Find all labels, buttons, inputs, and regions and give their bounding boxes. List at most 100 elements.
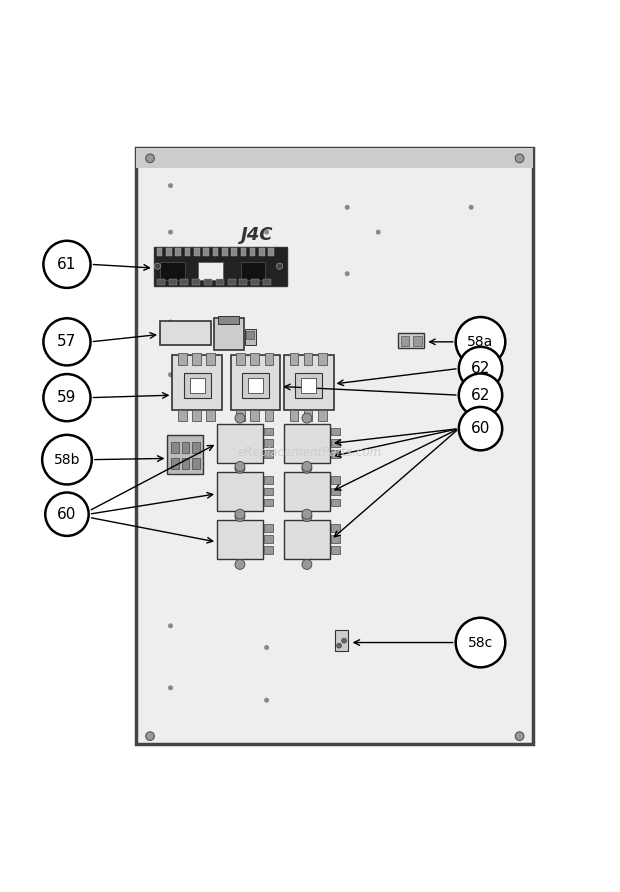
FancyBboxPatch shape bbox=[171, 442, 179, 453]
Circle shape bbox=[345, 271, 350, 277]
Text: 59: 59 bbox=[57, 390, 77, 405]
FancyBboxPatch shape bbox=[331, 488, 340, 495]
Text: 58c: 58c bbox=[468, 635, 493, 649]
Circle shape bbox=[42, 434, 92, 484]
FancyBboxPatch shape bbox=[331, 547, 340, 554]
FancyBboxPatch shape bbox=[228, 279, 236, 285]
Circle shape bbox=[168, 270, 173, 275]
FancyBboxPatch shape bbox=[180, 279, 188, 285]
FancyBboxPatch shape bbox=[318, 410, 327, 421]
Circle shape bbox=[456, 618, 505, 667]
Circle shape bbox=[43, 318, 91, 366]
FancyBboxPatch shape bbox=[264, 450, 273, 458]
FancyBboxPatch shape bbox=[157, 279, 165, 285]
FancyBboxPatch shape bbox=[236, 353, 245, 366]
Circle shape bbox=[302, 559, 312, 569]
FancyBboxPatch shape bbox=[304, 410, 312, 421]
Text: 60: 60 bbox=[471, 421, 490, 436]
FancyBboxPatch shape bbox=[331, 476, 340, 483]
Circle shape bbox=[345, 205, 350, 210]
Circle shape bbox=[264, 229, 269, 235]
FancyBboxPatch shape bbox=[250, 410, 259, 421]
FancyBboxPatch shape bbox=[264, 547, 273, 554]
Circle shape bbox=[302, 512, 312, 522]
FancyBboxPatch shape bbox=[203, 248, 209, 256]
Text: 58b: 58b bbox=[54, 452, 80, 467]
FancyBboxPatch shape bbox=[331, 428, 340, 435]
FancyBboxPatch shape bbox=[284, 472, 330, 511]
FancyBboxPatch shape bbox=[178, 353, 187, 366]
FancyBboxPatch shape bbox=[331, 499, 340, 506]
Circle shape bbox=[459, 374, 502, 417]
FancyBboxPatch shape bbox=[251, 279, 259, 285]
FancyBboxPatch shape bbox=[204, 279, 212, 285]
FancyBboxPatch shape bbox=[241, 248, 246, 256]
Text: J4C: J4C bbox=[241, 227, 273, 244]
FancyBboxPatch shape bbox=[184, 373, 211, 398]
FancyBboxPatch shape bbox=[178, 410, 187, 421]
Circle shape bbox=[459, 407, 502, 450]
FancyBboxPatch shape bbox=[265, 353, 273, 366]
Circle shape bbox=[168, 183, 173, 188]
Circle shape bbox=[168, 229, 173, 235]
Circle shape bbox=[235, 559, 245, 569]
Circle shape bbox=[264, 698, 269, 703]
Circle shape bbox=[469, 329, 474, 334]
FancyBboxPatch shape bbox=[401, 336, 409, 345]
FancyBboxPatch shape bbox=[231, 356, 280, 410]
Circle shape bbox=[168, 624, 173, 628]
Circle shape bbox=[302, 461, 312, 471]
FancyBboxPatch shape bbox=[331, 535, 340, 542]
FancyBboxPatch shape bbox=[192, 442, 200, 453]
FancyBboxPatch shape bbox=[264, 524, 273, 532]
Text: 62: 62 bbox=[471, 361, 490, 376]
FancyBboxPatch shape bbox=[192, 353, 201, 366]
Circle shape bbox=[337, 643, 342, 648]
Circle shape bbox=[342, 638, 347, 643]
FancyBboxPatch shape bbox=[166, 248, 172, 256]
FancyBboxPatch shape bbox=[290, 353, 298, 366]
Circle shape bbox=[302, 509, 312, 519]
FancyBboxPatch shape bbox=[167, 435, 203, 474]
FancyBboxPatch shape bbox=[206, 410, 215, 421]
FancyBboxPatch shape bbox=[398, 333, 424, 348]
Circle shape bbox=[146, 731, 154, 740]
Circle shape bbox=[235, 509, 245, 519]
Circle shape bbox=[469, 384, 474, 390]
Text: 62: 62 bbox=[471, 388, 490, 402]
FancyBboxPatch shape bbox=[216, 279, 224, 285]
FancyBboxPatch shape bbox=[265, 410, 273, 421]
FancyBboxPatch shape bbox=[236, 410, 245, 421]
Circle shape bbox=[515, 731, 524, 740]
FancyBboxPatch shape bbox=[160, 262, 185, 280]
Text: 61: 61 bbox=[57, 257, 77, 272]
FancyBboxPatch shape bbox=[154, 247, 287, 286]
FancyBboxPatch shape bbox=[160, 321, 211, 345]
FancyBboxPatch shape bbox=[217, 472, 263, 511]
FancyBboxPatch shape bbox=[335, 630, 348, 650]
FancyBboxPatch shape bbox=[172, 356, 222, 410]
FancyBboxPatch shape bbox=[239, 279, 247, 285]
FancyBboxPatch shape bbox=[284, 356, 334, 410]
Circle shape bbox=[277, 263, 283, 269]
FancyBboxPatch shape bbox=[190, 378, 205, 392]
Circle shape bbox=[146, 154, 154, 162]
FancyBboxPatch shape bbox=[194, 248, 200, 256]
FancyBboxPatch shape bbox=[295, 373, 322, 398]
FancyBboxPatch shape bbox=[182, 442, 189, 453]
FancyBboxPatch shape bbox=[241, 262, 265, 280]
Text: 58a: 58a bbox=[467, 334, 494, 349]
FancyBboxPatch shape bbox=[331, 450, 340, 458]
FancyBboxPatch shape bbox=[218, 317, 239, 324]
FancyBboxPatch shape bbox=[248, 378, 263, 392]
FancyBboxPatch shape bbox=[192, 410, 201, 421]
FancyBboxPatch shape bbox=[214, 318, 244, 350]
FancyBboxPatch shape bbox=[284, 520, 330, 559]
FancyBboxPatch shape bbox=[217, 424, 263, 463]
Circle shape bbox=[168, 372, 173, 377]
FancyBboxPatch shape bbox=[217, 520, 263, 559]
Circle shape bbox=[43, 374, 91, 421]
Circle shape bbox=[515, 154, 524, 162]
FancyBboxPatch shape bbox=[263, 279, 271, 285]
FancyBboxPatch shape bbox=[245, 329, 256, 345]
